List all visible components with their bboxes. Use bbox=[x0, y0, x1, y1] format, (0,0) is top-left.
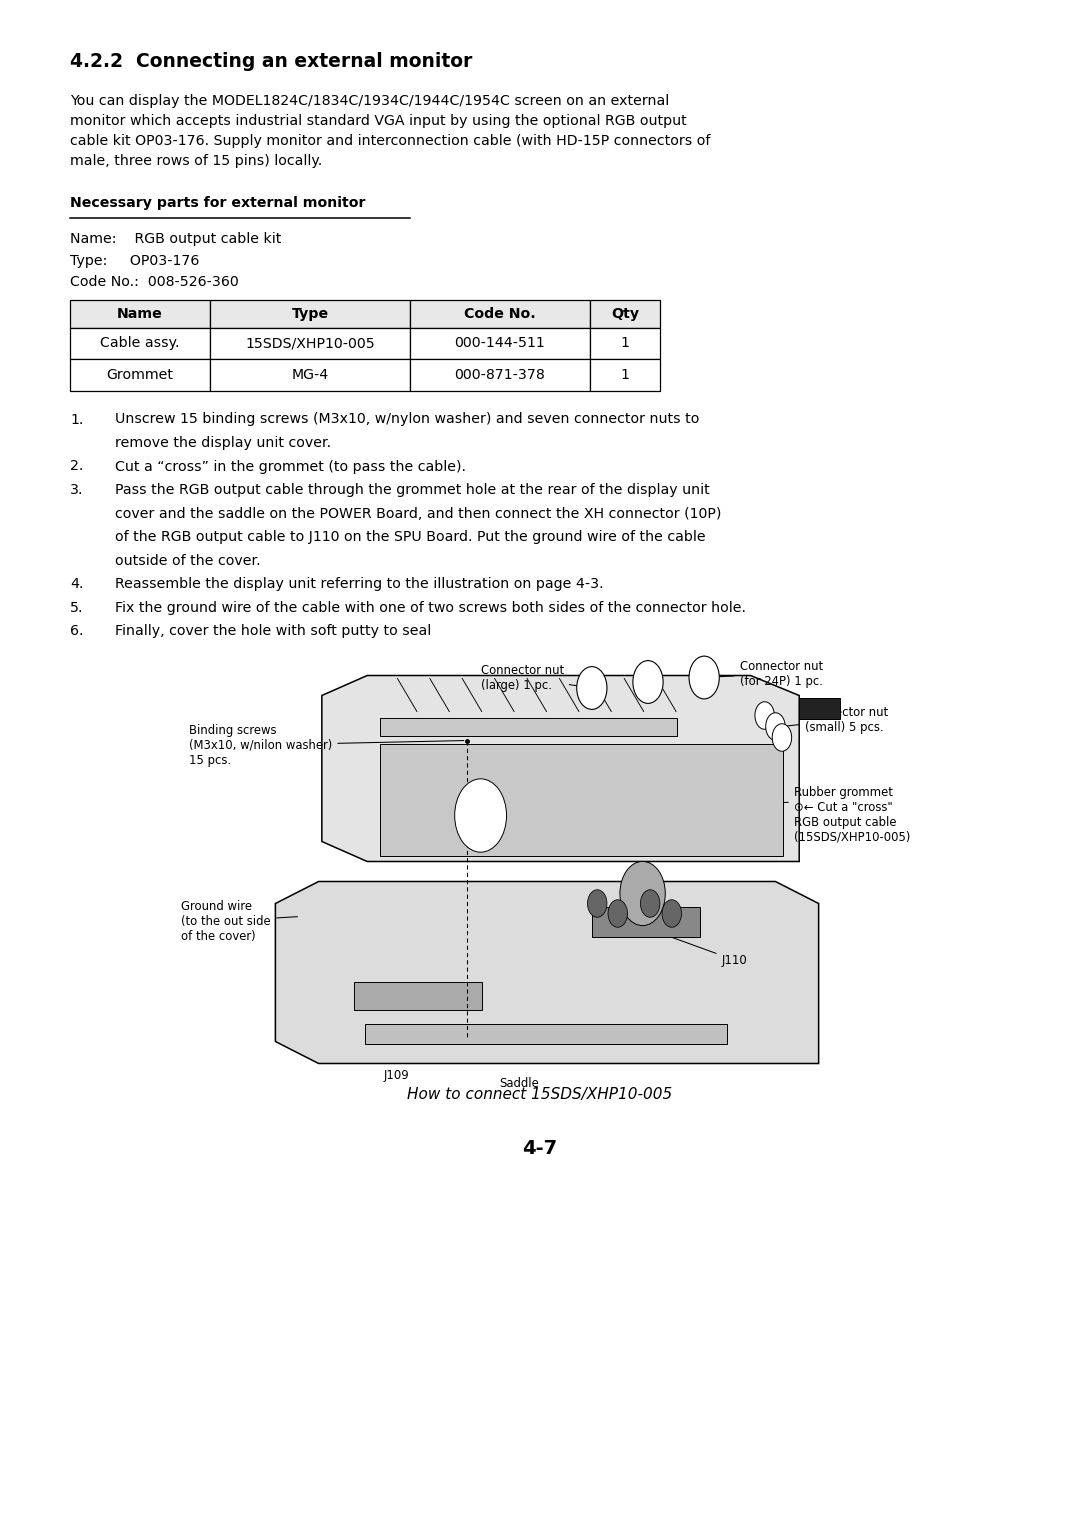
Circle shape bbox=[662, 900, 681, 927]
Bar bbox=[590, 327, 660, 359]
Text: MG-4: MG-4 bbox=[292, 368, 328, 382]
Text: RGB output cable
(15SDS/XHP10-005): RGB output cable (15SDS/XHP10-005) bbox=[794, 816, 910, 843]
Text: Qty: Qty bbox=[611, 307, 639, 321]
Text: Type:     OP03-176: Type: OP03-176 bbox=[70, 254, 200, 267]
Text: Name:    RGB output cable kit: Name: RGB output cable kit bbox=[70, 232, 282, 246]
Text: Name: Name bbox=[117, 307, 163, 321]
Text: J110: J110 bbox=[672, 938, 747, 967]
Text: Necessary parts for external monitor: Necessary parts for external monitor bbox=[70, 196, 365, 209]
Text: 000-871-378: 000-871-378 bbox=[455, 368, 545, 382]
Text: cover and the saddle on the POWER Board, and then connect the XH connector (10P): cover and the saddle on the POWER Board,… bbox=[116, 506, 721, 521]
Text: Rubber grommet
⊙← Cut a "cross": Rubber grommet ⊙← Cut a "cross" bbox=[768, 785, 893, 813]
Text: Ground wire
(to the out side
of the cover): Ground wire (to the out side of the cove… bbox=[181, 900, 297, 943]
Text: 000-144-511: 000-144-511 bbox=[455, 336, 545, 350]
Text: 15SDS/XHP10-005: 15SDS/XHP10-005 bbox=[245, 336, 375, 350]
Bar bbox=[70, 301, 210, 327]
Text: Grommet: Grommet bbox=[107, 368, 174, 382]
Bar bbox=[592, 906, 700, 937]
Text: Saddle: Saddle bbox=[499, 1077, 539, 1089]
Circle shape bbox=[766, 712, 785, 740]
Circle shape bbox=[608, 900, 627, 927]
Bar bbox=[380, 744, 783, 856]
Bar bbox=[590, 359, 660, 391]
Text: 1: 1 bbox=[621, 368, 630, 382]
Circle shape bbox=[633, 660, 663, 703]
Bar bbox=[365, 1024, 727, 1044]
Text: Unscrew 15 binding screws (M3x10, w/nylon washer) and seven connector nuts to: Unscrew 15 binding screws (M3x10, w/nylo… bbox=[116, 413, 700, 426]
Text: 4.: 4. bbox=[70, 578, 83, 591]
Text: Code No.: Code No. bbox=[464, 307, 536, 321]
Bar bbox=[70, 327, 210, 359]
Bar bbox=[799, 697, 840, 718]
Circle shape bbox=[588, 889, 607, 917]
Bar bbox=[380, 718, 677, 735]
Text: Code No.:  008-526-360: Code No.: 008-526-360 bbox=[70, 275, 239, 289]
Circle shape bbox=[577, 666, 607, 709]
Text: How to connect 15SDS/XHP10-005: How to connect 15SDS/XHP10-005 bbox=[407, 1086, 673, 1102]
Polygon shape bbox=[322, 675, 799, 862]
Circle shape bbox=[772, 724, 792, 752]
Circle shape bbox=[455, 779, 507, 853]
Bar bbox=[590, 301, 660, 327]
Text: outside of the cover.: outside of the cover. bbox=[116, 553, 261, 567]
Circle shape bbox=[620, 862, 665, 926]
Bar bbox=[410, 327, 590, 359]
Bar bbox=[210, 301, 410, 327]
Bar bbox=[354, 981, 482, 1010]
Bar bbox=[410, 359, 590, 391]
Circle shape bbox=[640, 889, 660, 917]
Circle shape bbox=[755, 701, 774, 729]
Text: 6.: 6. bbox=[70, 623, 83, 639]
Text: Connector nut
(for 24P) 1 pc.: Connector nut (for 24P) 1 pc. bbox=[707, 660, 823, 688]
Text: Connector nut
(large) 1 pc.: Connector nut (large) 1 pc. bbox=[481, 663, 589, 692]
Bar bbox=[70, 359, 210, 391]
Circle shape bbox=[689, 656, 719, 698]
Text: remove the display unit cover.: remove the display unit cover. bbox=[116, 435, 332, 451]
Text: J109: J109 bbox=[383, 1070, 409, 1082]
Text: Cut a “cross” in the grommet (to pass the cable).: Cut a “cross” in the grommet (to pass th… bbox=[116, 460, 467, 474]
Text: Binding screws
(M3x10, w/nilon washer)
15 pcs.: Binding screws (M3x10, w/nilon washer) 1… bbox=[189, 723, 463, 767]
Text: Reassemble the display unit referring to the illustration on page 4-3.: Reassemble the display unit referring to… bbox=[116, 578, 604, 591]
Bar bbox=[210, 327, 410, 359]
Text: Fix the ground wire of the cable with one of two screws both sides of the connec: Fix the ground wire of the cable with on… bbox=[116, 601, 746, 614]
Text: 2.: 2. bbox=[70, 460, 83, 474]
Bar bbox=[410, 301, 590, 327]
Text: 1: 1 bbox=[621, 336, 630, 350]
Text: 1.: 1. bbox=[70, 413, 83, 426]
Text: You can display the MODEL1824C/1834C/1934C/1944C/1954C screen on an external
mon: You can display the MODEL1824C/1834C/193… bbox=[70, 95, 711, 168]
Text: Connector nut
(small) 5 pcs.: Connector nut (small) 5 pcs. bbox=[785, 706, 888, 733]
Polygon shape bbox=[275, 882, 819, 1063]
Text: 4-7: 4-7 bbox=[523, 1138, 557, 1158]
Text: Finally, cover the hole with soft putty to seal: Finally, cover the hole with soft putty … bbox=[116, 623, 432, 639]
Text: Cable assy.: Cable assy. bbox=[100, 336, 179, 350]
Text: Pass the RGB output cable through the grommet hole at the rear of the display un: Pass the RGB output cable through the gr… bbox=[116, 483, 711, 497]
Text: 4.2.2  Connecting an external monitor: 4.2.2 Connecting an external monitor bbox=[70, 52, 472, 70]
Bar bbox=[210, 359, 410, 391]
Text: 3.: 3. bbox=[70, 483, 83, 497]
Text: Type: Type bbox=[292, 307, 328, 321]
Text: 5.: 5. bbox=[70, 601, 83, 614]
Text: of the RGB output cable to J110 on the SPU Board. Put the ground wire of the cab: of the RGB output cable to J110 on the S… bbox=[116, 530, 706, 544]
